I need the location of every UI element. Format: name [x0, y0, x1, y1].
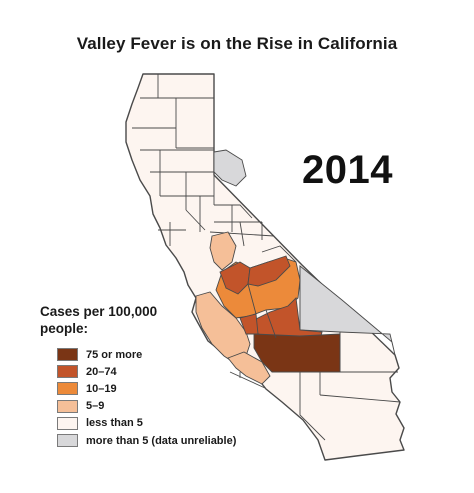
- legend-swatch: [57, 365, 78, 379]
- county-rate-75-plus-kern: [253, 333, 341, 373]
- legend-item: 20–74: [57, 363, 280, 380]
- legend-label: more than 5 (data unreliable): [86, 434, 237, 447]
- legend-item: 5–9: [57, 398, 280, 415]
- legend-label: 5–9: [86, 400, 105, 413]
- legend-label: 20–74: [86, 365, 117, 378]
- county-unreliable-north: [213, 149, 247, 187]
- legend: Cases per 100,000 people: 75 or more 20–…: [40, 303, 280, 449]
- legend-item: 10–19: [57, 380, 280, 397]
- legend-label: 10–19: [86, 382, 117, 395]
- county-rate-5-9-valley: [209, 231, 237, 271]
- county-rate-20-74-madera: [247, 255, 291, 287]
- legend-swatch: [57, 416, 78, 430]
- legend-item: less than 5: [57, 415, 280, 432]
- legend-swatch: [57, 348, 78, 362]
- legend-item: 75 or more: [57, 346, 280, 363]
- legend-label: less than 5: [86, 417, 143, 430]
- county-rate-5-9-coast: [227, 351, 271, 385]
- legend-swatch: [57, 434, 78, 448]
- legend-item: more than 5 (data unreliable): [57, 432, 280, 449]
- year-label: 2014: [302, 148, 393, 192]
- legend-swatch: [57, 382, 78, 396]
- legend-label: 75 or more: [86, 348, 143, 361]
- map-title: Valley Fever is on the Rise in Californi…: [76, 34, 398, 53]
- legend-title: Cases per 100,000 people:: [40, 304, 158, 336]
- legend-swatch: [57, 399, 78, 413]
